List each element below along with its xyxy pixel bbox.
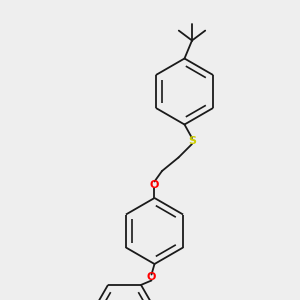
- Text: O: O: [147, 272, 156, 283]
- Text: O: O: [150, 179, 159, 190]
- Text: S: S: [188, 136, 196, 146]
